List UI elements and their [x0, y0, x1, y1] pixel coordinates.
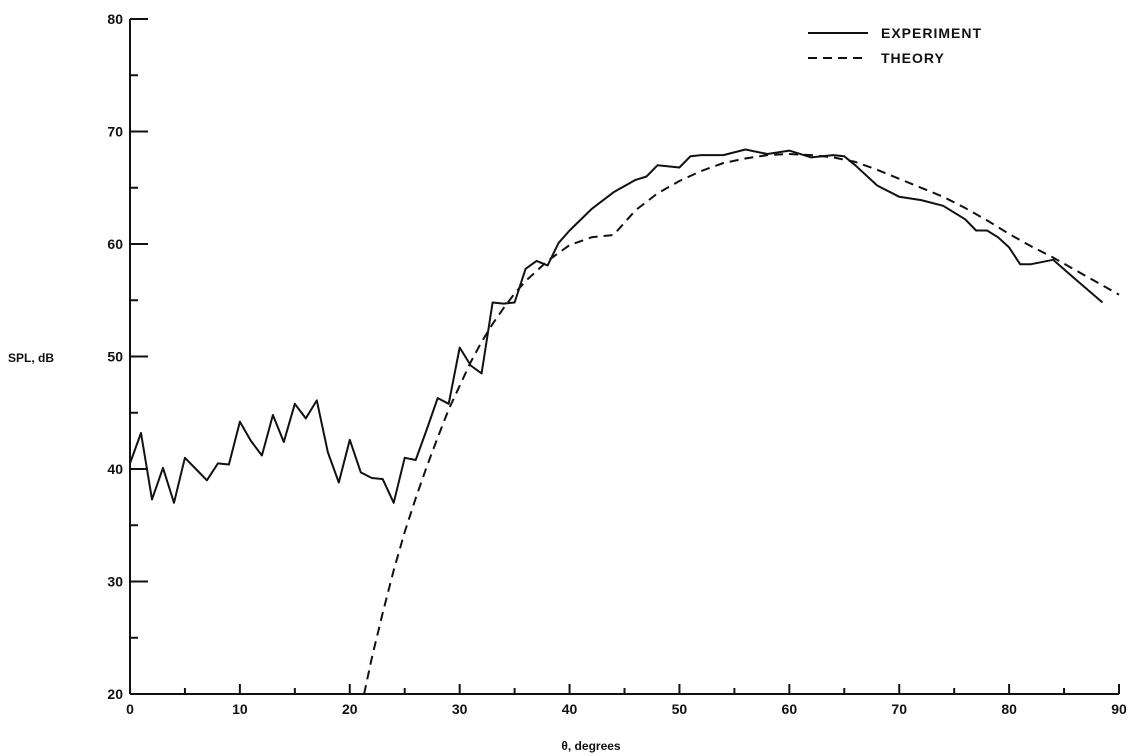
legend: EXPERIMENT THEORY: [808, 25, 982, 66]
x-tick-label: 50: [672, 701, 688, 717]
x-axis-label: θ, degrees: [561, 739, 621, 753]
y-tick-label: 70: [107, 124, 123, 140]
y-tick-label: 60: [107, 236, 123, 252]
legend-label-theory: THEORY: [881, 50, 945, 66]
y-tick-label: 40: [107, 461, 123, 477]
legend-label-experiment: EXPERIMENT: [881, 25, 982, 41]
axes: 0 10 20 30 40 50 60 70 80 90 20 30 40 50 60 70 80: [107, 11, 1127, 717]
series-line-experiment: [129, 148, 1104, 504]
series-line-theory: [363, 153, 1120, 695]
y-ticks: 20 30 40 50 60 70 80: [107, 11, 148, 702]
y-tick-label: 30: [107, 574, 123, 590]
series-layer: [129, 148, 1120, 695]
y-axis-label: SPL, dB: [8, 351, 54, 365]
y-tick-label: 20: [107, 686, 123, 702]
y-tick-label: 50: [107, 349, 123, 365]
x-tick-label: 10: [232, 701, 248, 717]
x-tick-label: 90: [1111, 701, 1127, 717]
x-tick-label: 70: [891, 701, 907, 717]
x-tick-label: 60: [782, 701, 798, 717]
x-tick-label: 80: [1001, 701, 1017, 717]
x-tick-label: 20: [342, 701, 358, 717]
x-tick-label: 40: [562, 701, 578, 717]
x-tick-label: 30: [452, 701, 468, 717]
x-tick-label: 0: [126, 701, 134, 717]
x-ticks: 0 10 20 30 40 50 60 70 80 90: [126, 684, 1127, 717]
y-tick-label: 80: [107, 11, 123, 27]
